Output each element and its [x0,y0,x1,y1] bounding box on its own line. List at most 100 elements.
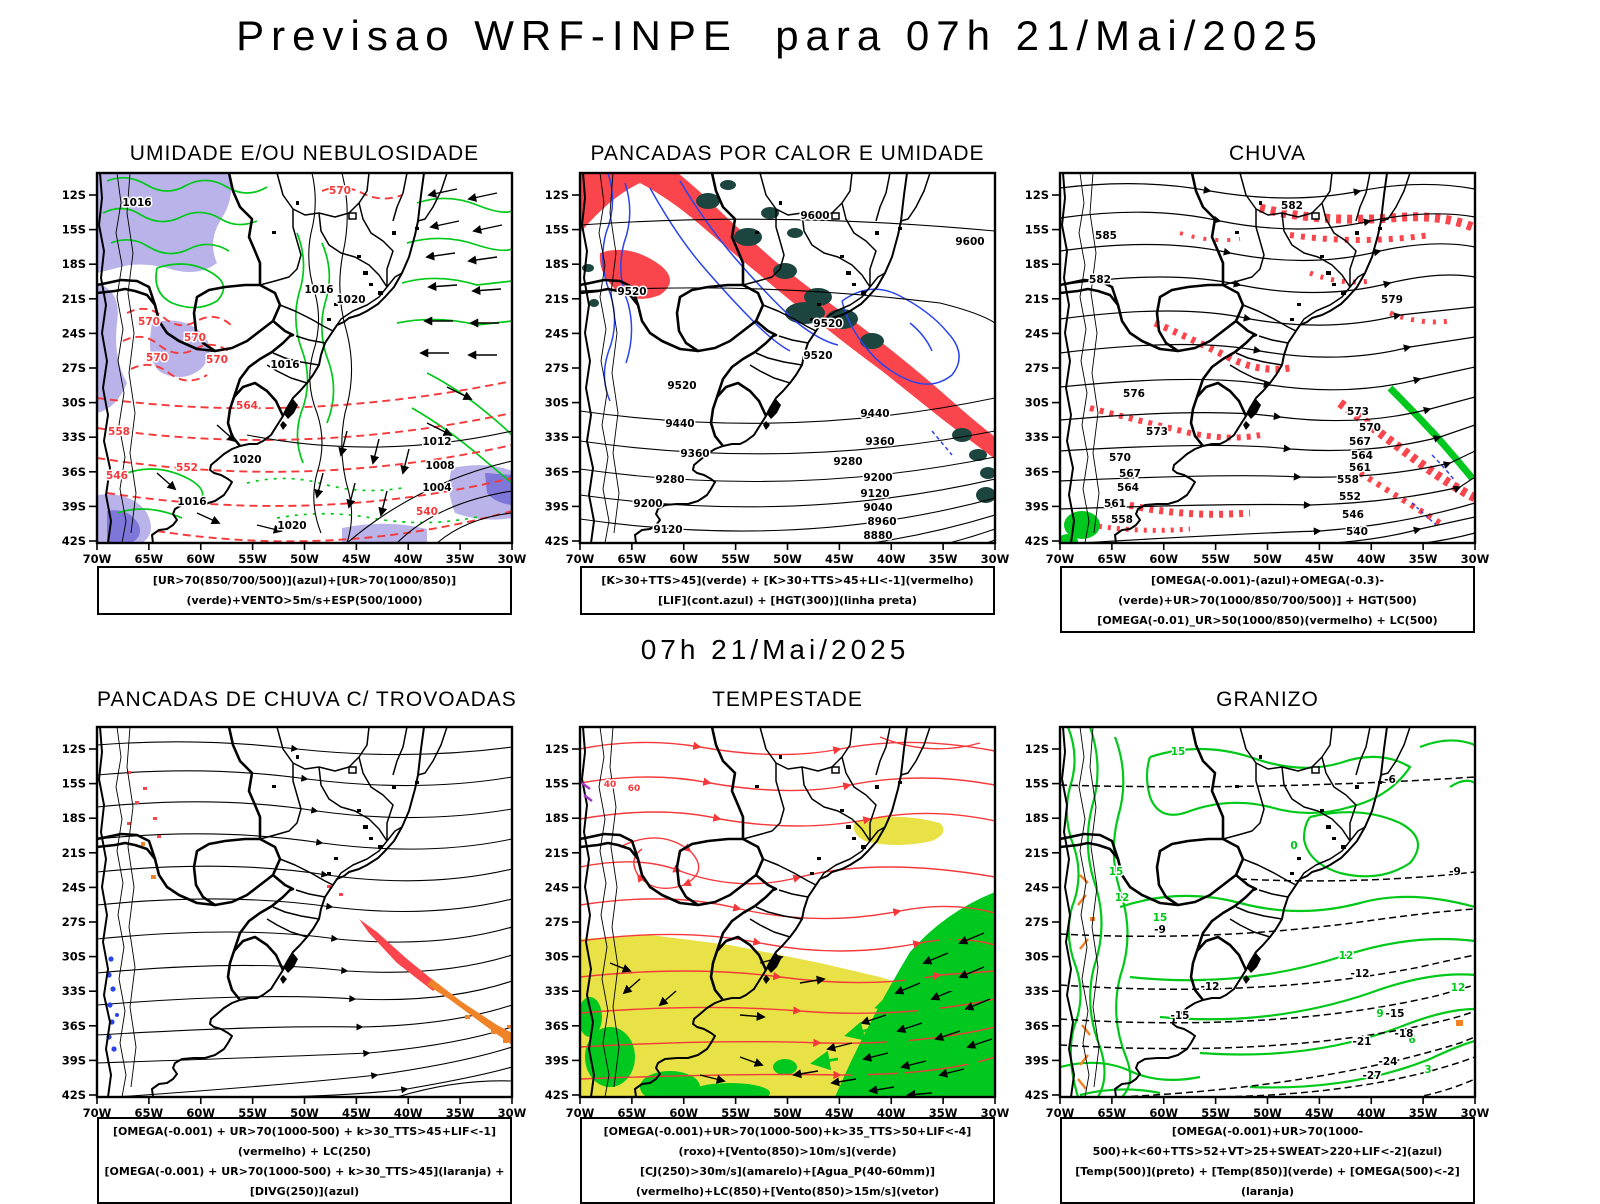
legend-line: [OMEGA(-0.001)+UR>70(1000-500)+k<60+TTS>… [1092,1125,1443,1158]
axis-tick-label: 35W [446,552,475,566]
axis-tick-label: 35W [446,1106,475,1120]
svg-text:540: 540 [1346,526,1368,538]
axis-tick-label: 30W [1461,1106,1490,1120]
legend-chuva: [OMEGA(-0.001)-(azul)+OMEGA(-0.3)-(verde… [1060,566,1475,633]
panel-title-pancadas-calor: PANCADAS POR CALOR E UMIDADE [590,142,985,165]
legend-line: [K>30+TTS>45](verde) + [K>30+TTS>45+LI<-… [601,574,974,587]
svg-text:-27: -27 [1363,1070,1382,1082]
page-title: Previsao WRF-INPE para 07h 21/Mai/2025 [236,12,1324,59]
axis-tick-label: 36S [62,1019,86,1033]
axes-trovoadas: 12S 15S 18S 21S 24S 27S 30S 33S 36S 39S 42S 70W 65W 6… [62,742,527,1120]
legend-trovoadas: [OMEGA(-0.001) + UR>70(1000-500) + k>30_… [97,1117,512,1204]
svg-text:8960: 8960 [867,516,896,528]
svg-text:60: 60 [628,784,641,794]
svg-text:570: 570 [206,354,228,366]
svg-text:570: 570 [1359,422,1381,434]
axis-tick-label: 24S [62,880,86,894]
svg-text:570: 570 [329,185,351,197]
svg-text:9040: 9040 [863,502,892,514]
svg-text:570: 570 [138,316,160,328]
axis-tick-label: 30W [1461,552,1490,566]
axis-tick-label: 18S [1025,811,1049,825]
streamlines [1060,183,1475,543]
axis-tick-label: 36S [1025,465,1049,479]
panel-title-granizo: GRANIZO [1216,688,1319,711]
axis-tick-label: 40W [1357,1106,1386,1120]
svg-text:15: 15 [1171,746,1186,758]
axis-tick-label: 60W [1149,552,1178,566]
svg-text:1016: 1016 [177,496,206,508]
axis-tick-label: 45W [342,552,371,566]
svg-text:-12: -12 [1351,968,1370,980]
streamlines [97,741,512,1097]
orange-speckles [141,842,511,1043]
axis-tick-label: 45W [825,552,854,566]
svg-text:552: 552 [176,462,198,474]
axis-tick-label: 42S [62,534,86,548]
axis-tick-label: 36S [62,465,86,479]
axis-tick-label: 12S [1025,742,1049,756]
axis-tick-label: 33S [1025,430,1049,444]
svg-text:1012: 1012 [422,436,451,448]
axis-tick-label: 65W [135,1106,164,1120]
axis-tick-label: 50W [1253,552,1282,566]
legend-line: [OMEGA(-0.001) + UR>70(1000-500) + k>30_… [104,1165,505,1198]
axis-tick-label: 18S [62,811,86,825]
svg-text:9520: 9520 [813,318,842,330]
axis-tick-label: 30W [981,552,1010,566]
axis-tick-label: 33S [1025,984,1049,998]
svg-text:-24: -24 [1379,1056,1398,1068]
svg-text:-9: -9 [1449,866,1461,878]
map-content-trovoadas [97,727,512,1097]
panel-title-trovoadas: PANCADAS DE CHUVA C/ TROVOADAS [97,688,517,711]
svg-text:9520: 9520 [617,286,646,298]
axis-tick-label: 18S [545,811,569,825]
map-chuva: 12S 15S 18S 21S 24S 27S 30S 33S 36S 39S 42S 70W 65W 6… [1025,171,1490,566]
legend-line: [CJ(250)>30m/s](amarelo)+[Agua_P(40-60mm… [635,1165,940,1198]
map-umidade: 12S 15S 18S 21S 24S 27S 30S 33S 36S 39S 42S 70W 65W 6… [62,171,527,566]
axis-tick-label: 42S [62,1088,86,1102]
omega-orange-marks [1077,874,1091,1090]
axis-tick-label: 24S [62,326,86,340]
svg-text:1008: 1008 [425,460,454,472]
panel-title-umidade: UMIDADE E/OU NEBULOSIDADE [129,142,480,165]
axis-tick-label: 60W [1149,1106,1178,1120]
svg-text:1004: 1004 [422,482,451,494]
map-trovoadas: 12S 15S 18S 21S 24S 27S 30S 33S 36S 39S 42S 70W 65W 6… [62,725,527,1120]
teal-patches [582,180,995,503]
axis-tick-label: 21S [545,846,569,860]
svg-text:579: 579 [1381,294,1403,306]
axis-tick-label: 30S [62,950,86,964]
axis-tick-label: 45W [1305,1106,1334,1120]
axis-tick-label: 18S [62,257,86,271]
axis-tick-label: 65W [135,552,164,566]
axis-tick-label: 30W [498,552,527,566]
axis-tick-label: 27S [545,361,569,375]
axis-tick-label: 40W [394,1106,423,1120]
svg-text:558: 558 [1111,514,1133,526]
axes-pancadas-calor: 12S 15S 18S 21S 24S 27S 30S 33S 36S 39S 42S 70W 65W 6… [545,188,1010,566]
contour-labels-umidade: 1016 570 1016 1020 570 570 570 570 1016 … [105,184,457,534]
svg-text:1020: 1020 [336,294,365,306]
svg-text:540: 540 [416,506,438,518]
svg-text:-21: -21 [1353,1036,1372,1048]
axis-tick-label: 70W [83,552,112,566]
axis-tick-label: 21S [1025,846,1049,860]
svg-text:-6: -6 [1384,774,1396,786]
axis-tick-label: 33S [62,984,86,998]
axis-tick-label: 50W [773,552,802,566]
axis-tick-label: 21S [545,292,569,306]
axis-tick-label: 55W [721,1106,750,1120]
svg-text:561: 561 [1349,462,1371,474]
svg-text:9440: 9440 [665,418,694,430]
axis-tick-label: 39S [62,499,86,513]
svg-text:15: 15 [1153,912,1168,924]
legend-line: [LIF](cont.azul) + [HGT(300)](linha pret… [658,594,917,607]
axes-granizo: 12S 15S 18S 21S 24S 27S 30S 33S 36S 39S 42S 70W 65W 6… [1025,742,1490,1120]
valid-time-label: 07h 21/Mai/2025 [640,634,910,665]
svg-text:9360: 9360 [865,436,894,448]
axis-tick-label: 70W [566,1106,595,1120]
legend-line: [OMEGA(-0.01)_UR>50(1000/850)(vermelho) … [1097,614,1438,627]
axis-tick-label: 45W [342,1106,371,1120]
